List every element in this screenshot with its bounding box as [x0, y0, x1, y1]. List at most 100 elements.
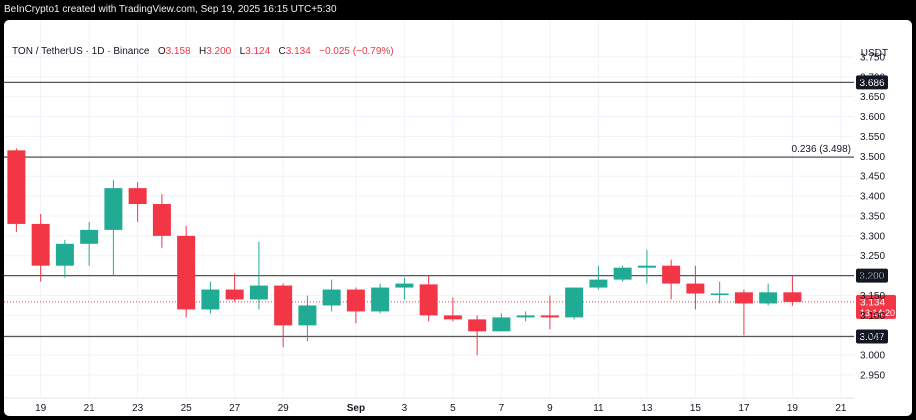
high-value: 3.200 [206, 46, 232, 57]
candle [759, 283, 778, 306]
x-tick-label: 9 [547, 403, 553, 414]
candle [225, 273, 244, 302]
candle [7, 148, 26, 232]
x-tick-label: 21 [84, 403, 96, 414]
candle-body [492, 317, 511, 332]
candle [395, 277, 414, 300]
candle [613, 265, 632, 282]
candle-body [710, 293, 729, 296]
candle [346, 287, 365, 324]
currency-label: USDT [860, 48, 888, 59]
y-tick-label: 3.450 [860, 172, 885, 183]
x-tick-label: 27 [229, 403, 241, 414]
candle-body [346, 289, 365, 312]
candle-body [637, 265, 656, 268]
candle [443, 297, 462, 322]
candle-body [371, 287, 390, 312]
level-price-tag [856, 75, 888, 90]
open-value: 3.158 [165, 46, 191, 57]
candle [177, 225, 196, 318]
candle-body [31, 223, 50, 266]
candle [371, 283, 390, 314]
x-tick-label: 13 [641, 403, 653, 414]
candle-body [104, 188, 123, 230]
candle-body [395, 283, 414, 288]
x-tick-label: 19 [35, 403, 47, 414]
candle-body [274, 285, 293, 326]
candle-body [249, 285, 268, 300]
time-axis: 19 21 23 25 27 29 Sep 3 5 7 9 11 13 15 17 19 21 [4, 397, 854, 414]
candle-body [7, 150, 26, 224]
symbol-name: TON / TetherUS · 1D · Binance [12, 46, 150, 57]
y-tick-label: 3.700 [860, 72, 885, 83]
candle [274, 283, 293, 348]
x-tick-label: 15 [690, 403, 702, 414]
candle [468, 315, 487, 356]
candle [540, 295, 559, 330]
candle [589, 265, 608, 290]
candle-body [565, 287, 584, 318]
candle [31, 213, 50, 282]
candle [686, 265, 705, 310]
candle [662, 259, 681, 300]
candle [152, 194, 171, 248]
candle-body [55, 243, 74, 266]
candle-body [516, 315, 535, 318]
candle-body [419, 284, 438, 316]
candle-body [759, 292, 778, 304]
candle [710, 281, 729, 304]
open-label: O [157, 46, 166, 57]
candle [80, 221, 99, 266]
change-value: −0.025 (−0.79%) [319, 46, 394, 57]
candle-body [783, 292, 802, 302]
y-tick-label: 3.350 [860, 211, 885, 222]
candle-body [128, 188, 147, 205]
candle-body [443, 315, 462, 320]
candle [104, 180, 123, 276]
y-tick-label: 3.000 [860, 351, 885, 362]
candle-body [613, 267, 632, 280]
current-price-tag [856, 294, 896, 319]
grid [4, 20, 854, 398]
candle-body [201, 289, 220, 310]
low-value: 3.124 [245, 46, 271, 57]
candle [492, 313, 511, 332]
candle [419, 275, 438, 322]
candle-body [225, 289, 244, 300]
level-price-tag [856, 268, 888, 283]
x-tick-label: 7 [499, 403, 505, 414]
candle-body [152, 204, 171, 236]
x-tick-label: 11 [593, 403, 604, 414]
candle [201, 281, 220, 314]
candle-body [686, 283, 705, 294]
candle-body [177, 235, 196, 310]
candle [249, 241, 268, 310]
y-tick-label: 3.100 [860, 311, 885, 322]
current-price-value: 3.134 [860, 297, 885, 308]
y-tick-label: 3.250 [860, 251, 885, 262]
chart-panel[interactable]: 3.686 0.236 (3.498) 3.200 3.047 3.134 13:14:2… [4, 20, 912, 416]
candle-body [540, 315, 559, 318]
candle [565, 287, 584, 320]
candle-body [298, 305, 317, 326]
y-tick-label: 3.200 [860, 271, 885, 282]
fib-level-label: 0.236 (3.498) [792, 144, 852, 155]
y-tick-label: 3.650 [860, 92, 885, 103]
horizontal-levels: 3.686 0.236 (3.498) 3.200 3.047 3.13413:14:2… [4, 75, 896, 344]
level-price-label: 3.200 [859, 271, 884, 282]
level-price-tag [856, 329, 888, 344]
countdown-value: 13:14:20 [860, 308, 895, 318]
x-tick-label: 3 [402, 403, 408, 414]
candle [298, 295, 317, 342]
close-label: C [278, 46, 286, 57]
candle-body [662, 265, 681, 284]
candle-body [322, 289, 341, 306]
candle-body [589, 279, 608, 288]
candles [7, 148, 802, 356]
x-tick-label: 29 [278, 403, 290, 414]
low-label: L [239, 46, 246, 57]
symbol-legend: TON / TetherUS · 1D · Binance O3.158 H3.… [12, 46, 394, 57]
x-tick-label: 21 [835, 403, 847, 414]
x-tick-label: 19 [787, 403, 799, 414]
